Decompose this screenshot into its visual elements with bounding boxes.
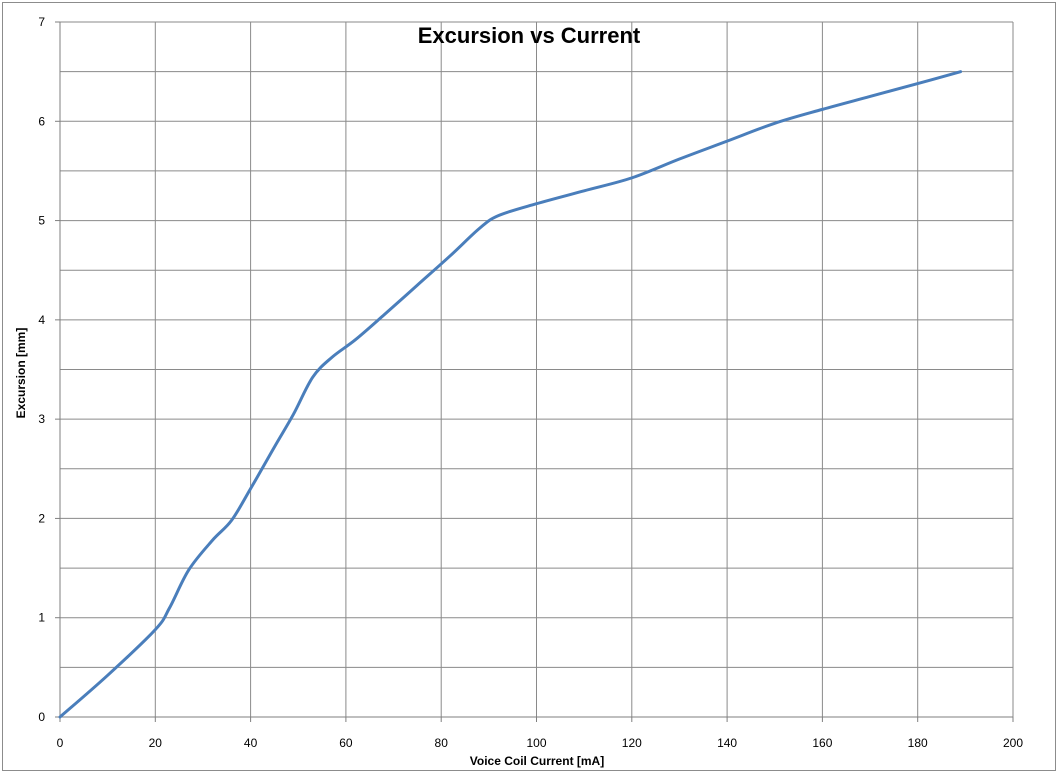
x-axis-label: Voice Coil Current [mA] xyxy=(470,754,604,768)
grid-lines xyxy=(60,21,1014,717)
x-tick-label: 160 xyxy=(812,736,832,750)
x-tick-label: 80 xyxy=(435,736,449,750)
x-tick-label: 120 xyxy=(622,736,642,750)
x-tick-label: 140 xyxy=(717,736,737,750)
y-tick-label: 2 xyxy=(38,511,45,525)
y-tick-labels: 0 1 2 3 4 5 6 7 xyxy=(38,15,45,724)
y-tick-label: 0 xyxy=(38,710,45,724)
y-tick-label: 7 xyxy=(38,15,45,29)
chart-plot: 0 20 40 60 80 100 120 140 160 180 200 0 1 2 3 4 5 6 7 Exc… xyxy=(14,15,1024,768)
series-line xyxy=(58,70,963,719)
y-tick-label: 6 xyxy=(38,114,45,128)
x-tick-labels: 0 20 40 60 80 100 120 140 160 180 200 xyxy=(57,736,1024,750)
y-tick-label: 4 xyxy=(38,313,45,327)
x-tick-label: 40 xyxy=(244,736,258,750)
axes xyxy=(55,21,1014,722)
chart-title: Excursion vs Current xyxy=(418,23,641,48)
y-axis-label: Excursion [mm] xyxy=(14,328,28,419)
y-tick-label: 3 xyxy=(38,412,45,426)
series-layer xyxy=(58,70,963,719)
x-tick-label: 180 xyxy=(908,736,928,750)
x-tick-label: 200 xyxy=(1003,736,1023,750)
x-tick-label: 60 xyxy=(339,736,353,750)
y-tick-label: 1 xyxy=(38,611,45,625)
x-tick-label: 100 xyxy=(526,736,546,750)
y-tick-label: 5 xyxy=(38,214,45,228)
x-tick-label: 0 xyxy=(57,736,64,750)
x-tick-label: 20 xyxy=(149,736,163,750)
